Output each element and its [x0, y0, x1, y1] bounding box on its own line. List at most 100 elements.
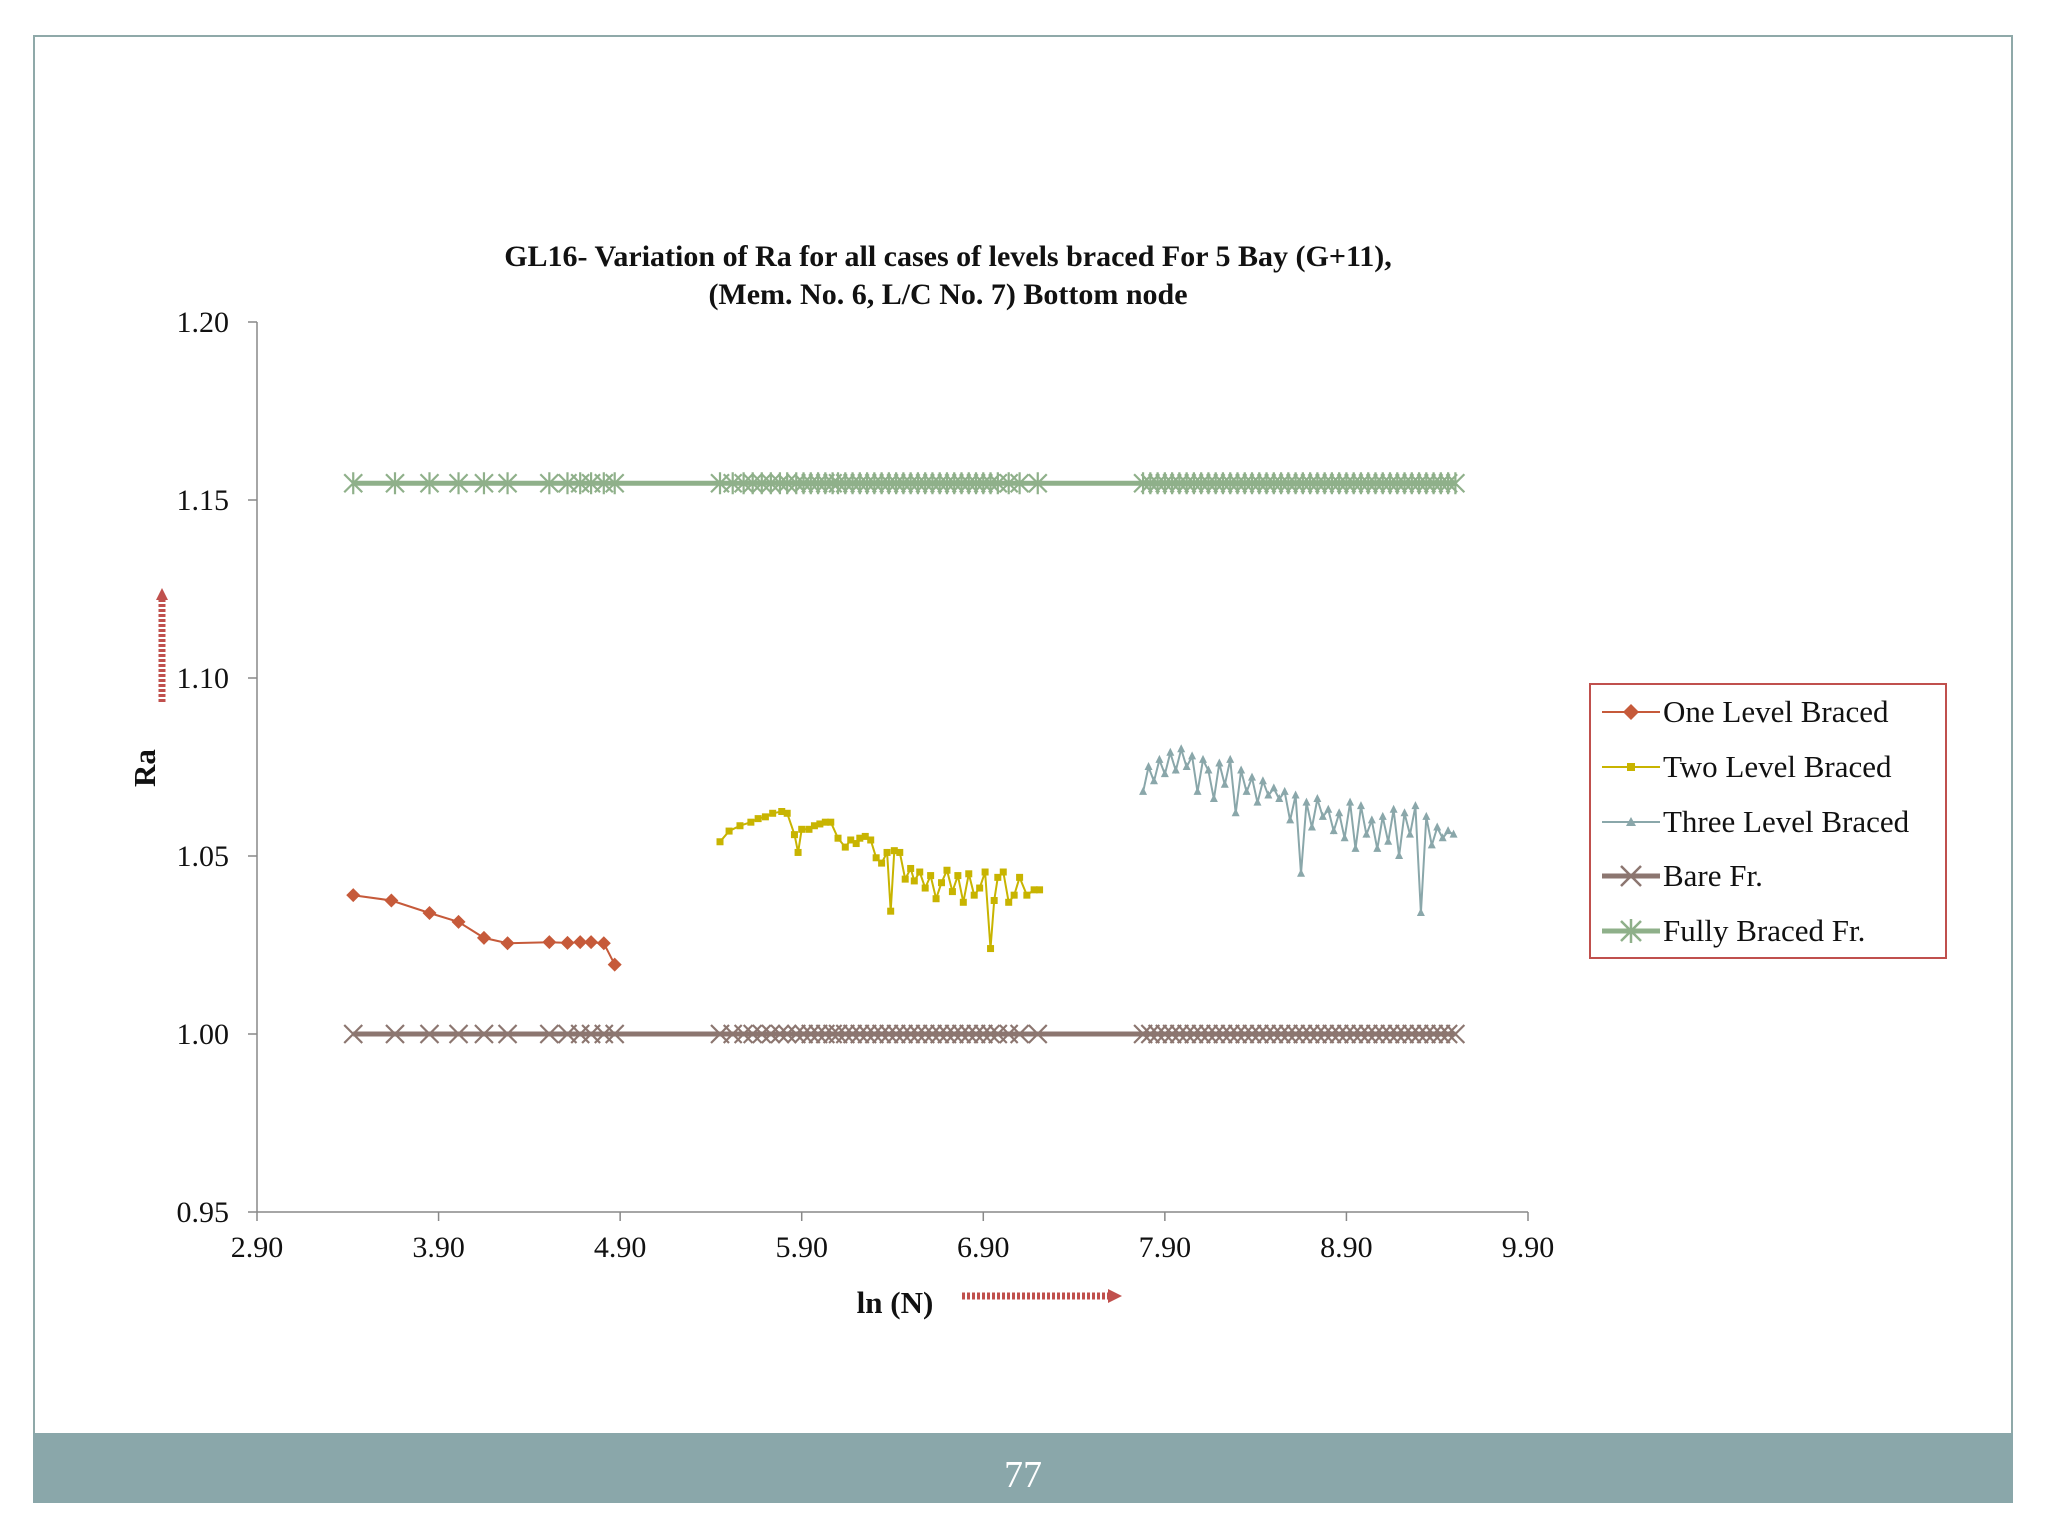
data-point	[1023, 891, 1031, 899]
data-point	[1036, 886, 1044, 894]
data-point	[1405, 829, 1414, 838]
data-point	[1271, 1024, 1291, 1044]
data-point	[1227, 1024, 1248, 1044]
series-line	[719, 810, 1040, 949]
x-tick-label: 6.90	[957, 1231, 1010, 1264]
data-point	[1286, 815, 1295, 824]
data-point	[798, 825, 806, 833]
data-point	[1166, 747, 1175, 756]
data-point	[1149, 776, 1158, 785]
square-marker-icon	[1627, 763, 1635, 771]
legend-label: Three Level Braced	[1663, 804, 1910, 839]
data-point	[1372, 1024, 1393, 1044]
data-point	[1297, 868, 1306, 877]
data-point	[921, 884, 929, 892]
data-point	[747, 818, 755, 826]
data-point	[1264, 790, 1273, 799]
data-point	[966, 1024, 986, 1044]
data-point	[1220, 1024, 1240, 1044]
data-point	[937, 1024, 957, 1044]
data-point	[716, 838, 724, 846]
data-point	[1445, 472, 1466, 495]
data-point	[794, 848, 802, 856]
data-point	[419, 472, 440, 495]
data-point	[1237, 765, 1246, 774]
data-point	[907, 864, 915, 872]
data-point	[1285, 1024, 1306, 1044]
x-tick-label: 8.90	[1320, 1231, 1373, 1264]
data-point	[908, 1024, 928, 1044]
data-point	[1394, 1024, 1415, 1044]
data-point	[1411, 801, 1420, 810]
data-point	[1335, 808, 1344, 817]
data-point	[500, 936, 515, 951]
data-point	[560, 935, 575, 950]
data-point	[1133, 1024, 1153, 1044]
data-point	[1010, 891, 1018, 899]
series-one-level-braced	[346, 888, 622, 972]
data-point	[1256, 1024, 1277, 1044]
data-point	[944, 1024, 965, 1044]
data-point	[973, 1024, 994, 1044]
data-point	[761, 813, 769, 821]
y-tick-label: 1.00	[177, 1018, 230, 1051]
data-point	[777, 1024, 797, 1044]
series-line	[1142, 745, 1455, 914]
data-point	[805, 825, 813, 833]
data-point	[896, 848, 904, 856]
page-number: 77	[1004, 1454, 1042, 1496]
data-point	[910, 877, 918, 885]
data-point	[1160, 769, 1169, 778]
x-axis-title: ln (N)	[857, 1285, 934, 1320]
data-point	[761, 1024, 781, 1044]
data-point	[929, 1024, 950, 1044]
data-point	[1293, 1024, 1313, 1044]
data-point	[1248, 772, 1257, 781]
data-point	[736, 822, 744, 830]
data-point	[864, 1024, 885, 1044]
data-point	[725, 827, 733, 835]
data-point	[816, 820, 824, 828]
data-point	[1433, 822, 1442, 831]
data-point	[448, 1024, 469, 1044]
x-tick-label: 3.90	[412, 1231, 465, 1264]
data-point	[474, 1024, 494, 1044]
data-point	[1445, 1024, 1466, 1044]
data-point	[542, 935, 557, 950]
x-marker-icon	[1620, 865, 1642, 887]
data-point	[842, 1024, 863, 1044]
legend: One Level Braced Two Level Braced Three …	[1589, 683, 1947, 959]
data-point	[1009, 1024, 1030, 1044]
data-point	[604, 472, 625, 495]
data-point	[497, 472, 518, 495]
data-point	[1231, 808, 1240, 817]
data-point	[1169, 1024, 1190, 1044]
data-point	[1322, 1024, 1342, 1044]
series-two-level-braced	[716, 808, 1044, 953]
data-point	[1016, 873, 1024, 881]
data-point	[607, 957, 622, 972]
data-point	[916, 868, 924, 876]
chart-title: GL16- Variation of Ra for all cases of l…	[504, 240, 1392, 273]
data-point	[1423, 1024, 1444, 1044]
data-point	[852, 840, 860, 848]
data-point	[1155, 1024, 1175, 1044]
data-point	[1438, 1024, 1458, 1044]
data-point	[850, 1024, 870, 1044]
data-point	[769, 809, 777, 817]
data-point	[834, 834, 842, 842]
data-point	[1009, 472, 1030, 495]
data-point	[1278, 1024, 1299, 1044]
data-point	[847, 836, 855, 844]
data-point	[1431, 1024, 1451, 1044]
data-point	[970, 891, 978, 899]
data-point	[1300, 1024, 1320, 1044]
data-point	[901, 875, 909, 883]
data-point	[1444, 826, 1453, 835]
data-point	[948, 888, 956, 896]
data-point	[573, 935, 588, 950]
legend-label: Bare Fr.	[1663, 858, 1763, 893]
data-point	[1329, 826, 1338, 835]
data-point	[1249, 1024, 1270, 1044]
data-point	[835, 1024, 856, 1044]
